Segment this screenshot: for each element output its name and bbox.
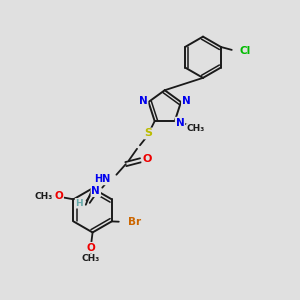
- Text: N: N: [182, 96, 190, 106]
- Text: N: N: [176, 118, 184, 128]
- Text: HN: HN: [94, 174, 110, 184]
- Text: CH₃: CH₃: [187, 124, 205, 133]
- Text: Br: Br: [128, 217, 141, 227]
- Text: O: O: [142, 154, 152, 164]
- Text: CH₃: CH₃: [82, 254, 100, 263]
- Text: S: S: [144, 128, 152, 139]
- Text: O: O: [54, 191, 63, 201]
- Text: H: H: [76, 199, 83, 208]
- Text: Cl: Cl: [239, 46, 250, 56]
- Text: CH₃: CH₃: [35, 192, 53, 201]
- Text: O: O: [87, 243, 95, 253]
- Text: N: N: [139, 96, 148, 106]
- Text: N: N: [92, 186, 100, 196]
